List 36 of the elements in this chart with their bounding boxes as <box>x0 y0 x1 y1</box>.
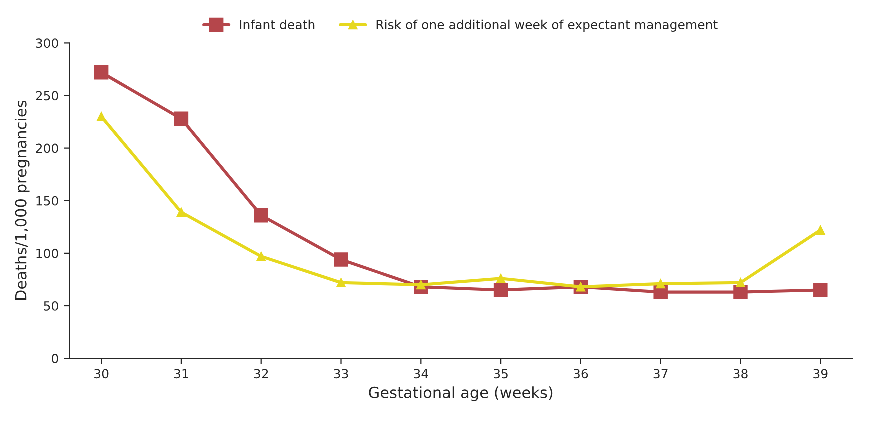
legend-label: Infant death <box>240 20 315 30</box>
point <box>94 66 109 80</box>
x-tick-label: 35 <box>494 369 508 379</box>
y-tick-label: 100 <box>36 248 58 258</box>
point <box>736 278 746 288</box>
point <box>496 274 506 284</box>
x-axis-title: Gestational age (weeks) <box>369 386 553 402</box>
point <box>814 283 828 298</box>
point <box>254 208 268 223</box>
x-tick-label: 36 <box>574 369 588 379</box>
y-tick-label: 200 <box>36 144 58 154</box>
y-tick-label: 0 <box>52 354 58 364</box>
x-tick-label: 38 <box>734 369 748 379</box>
point <box>734 285 748 300</box>
legend-label: Risk of one additional week of expectant management <box>376 20 718 32</box>
y-tick-label: 150 <box>36 196 58 206</box>
point <box>816 226 826 235</box>
y-tick-label: 250 <box>36 91 58 101</box>
point <box>494 283 508 298</box>
x-tick-label: 32 <box>254 369 268 379</box>
x-tick-label: 39 <box>814 369 828 379</box>
x-tick-label: 34 <box>414 369 428 379</box>
y-tick-label: 50 <box>44 301 58 311</box>
x-tick-label: 33 <box>334 369 348 379</box>
point <box>174 112 189 126</box>
x-tick-label: 37 <box>654 369 668 379</box>
point <box>176 208 186 218</box>
point <box>336 278 346 288</box>
point <box>334 252 348 267</box>
point <box>656 279 666 289</box>
point <box>256 252 266 262</box>
point <box>96 112 106 122</box>
y-tick-label: 300 <box>36 38 58 48</box>
x-tick-label: 30 <box>94 369 109 379</box>
x-tick-label: 31 <box>174 369 188 379</box>
y-axis-title: Deaths/1,000 pregnancies <box>14 100 30 300</box>
